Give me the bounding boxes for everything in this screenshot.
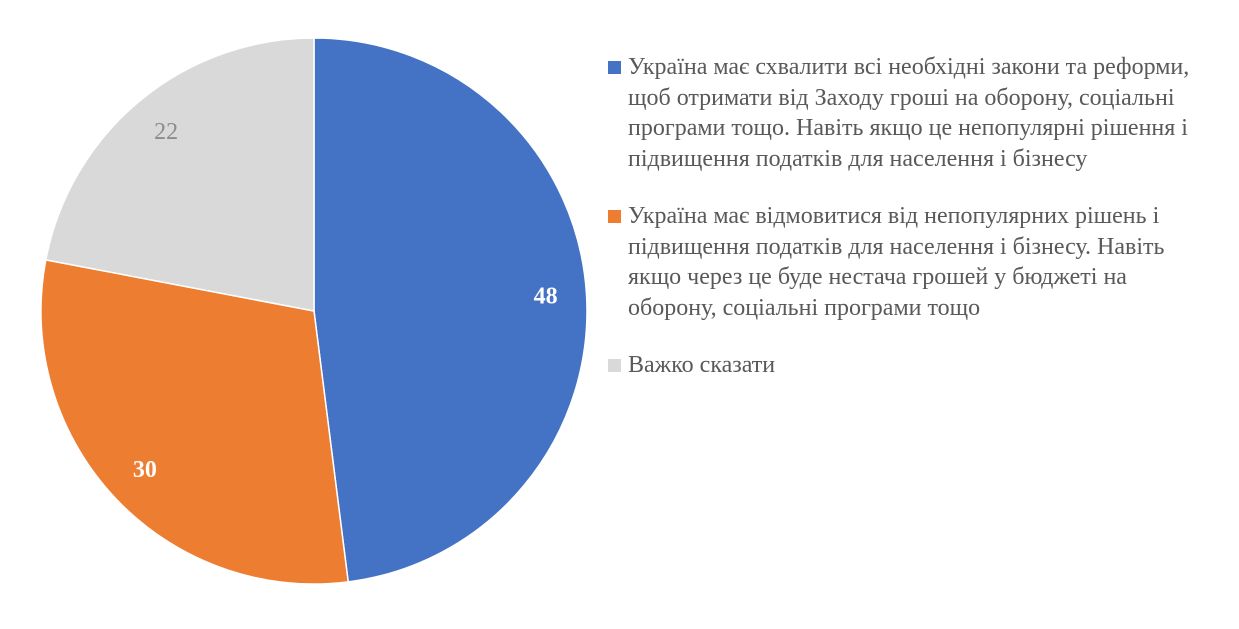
data-label-hard-to-say: 22 bbox=[154, 119, 178, 145]
pie-slices bbox=[40, 37, 588, 585]
legend-swatch-refuse bbox=[608, 210, 621, 223]
legend-label-agree: Україна має схвалити всі необхідні закон… bbox=[628, 54, 1190, 172]
legend-swatch-agree bbox=[608, 61, 621, 74]
legend: Україна має схвалити всі необхідні закон… bbox=[608, 52, 1218, 408]
data-label-refuse: 30 bbox=[133, 457, 157, 483]
data-label-agree: 48 bbox=[534, 283, 558, 309]
legend-label-hard-to-say: Важко сказати bbox=[628, 352, 776, 378]
pie-slice-agree bbox=[313, 37, 588, 583]
legend-swatch-hard-to-say bbox=[608, 359, 621, 372]
legend-label-refuse: Україна має відмовитися від непопулярних… bbox=[628, 203, 1165, 321]
legend-item-refuse: Україна має відмовитися від непопулярних… bbox=[608, 201, 1218, 323]
legend-item-agree: Україна має схвалити всі необхідні закон… bbox=[608, 52, 1218, 174]
pie-slice-refuse bbox=[40, 258, 350, 585]
pie-slice-hard-to-say bbox=[44, 37, 315, 312]
legend-item-hard-to-say: Важко сказати bbox=[608, 350, 1218, 381]
pie-data-labels: 48 30 22 bbox=[133, 119, 558, 483]
